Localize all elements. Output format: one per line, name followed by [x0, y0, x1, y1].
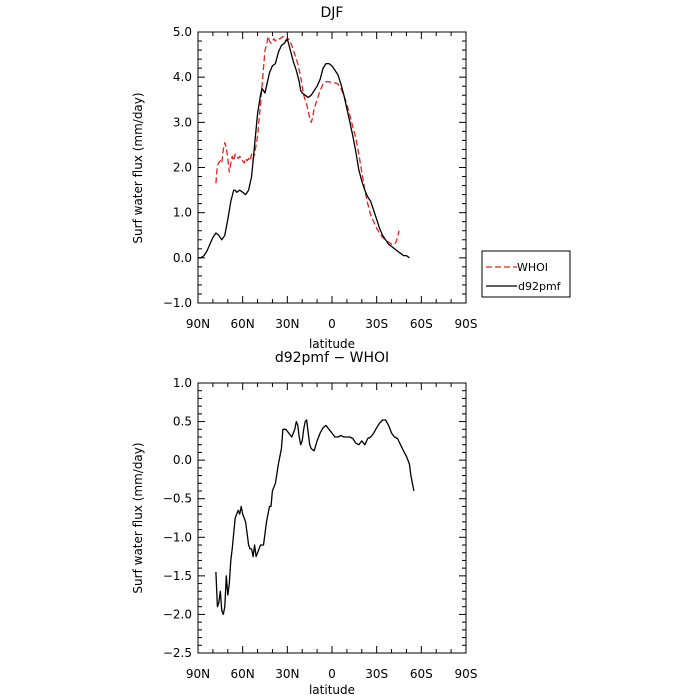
- x-tick-label: 0: [328, 317, 336, 331]
- x-tick-label: 90N: [186, 317, 210, 331]
- series-line-difference: [215, 419, 415, 616]
- x-tick-label: 90S: [455, 667, 478, 681]
- x-tick-label: 60S: [410, 667, 433, 681]
- y-tick-label: −1.5: [163, 569, 192, 583]
- legend-box: [481, 250, 571, 298]
- bottom-panel: d92pmf − WHOI Surf water flux (mm/day) l…: [131, 350, 477, 697]
- x-tick-label: 30S: [365, 317, 388, 331]
- top-chart-title: DJF: [321, 5, 344, 21]
- bottom-y-axis-label: Surf water flux (mm/day): [131, 442, 145, 593]
- x-tick-label: 60N: [231, 317, 255, 331]
- top-y-axis-label: Surf water flux (mm/day): [131, 92, 145, 243]
- y-tick-label: 5.0: [173, 25, 192, 39]
- top-plot-area: 90N 60N 30N 0 30S 60S 90S −1.0 0.0 1.0 2.0 3.0 4.0 5.…: [163, 25, 478, 331]
- legend-label-d92pmf: d92pmf: [518, 280, 562, 293]
- y-tick-label: 0.5: [173, 415, 192, 429]
- plot-frame: [197, 382, 467, 654]
- bottom-plot-area: 90N 60N 30N 0 30S 60S 90S −2.5 −2.0 −1.5 −1.0 −0.5 0…: [163, 376, 478, 681]
- y-tick-label: 3.0: [173, 115, 192, 129]
- y-tick-label: 1.0: [173, 206, 192, 220]
- x-tick-label: 60S: [410, 317, 433, 331]
- top-x-axis-label: latitude: [309, 337, 355, 351]
- series-line-d92pmf: [198, 38, 410, 259]
- x-tick-label: 90N: [186, 667, 210, 681]
- y-tick-label: 1.0: [173, 376, 192, 390]
- y-tick-label: −1.0: [163, 530, 192, 544]
- x-tick-label: 30S: [365, 667, 388, 681]
- x-tick-label: 30N: [275, 667, 299, 681]
- bottom-chart-title: d92pmf − WHOI: [275, 350, 389, 366]
- y-tick-label: −1.0: [163, 296, 192, 310]
- bottom-x-axis-label: latitude: [309, 683, 355, 697]
- y-tick-label: 0.0: [173, 251, 192, 265]
- x-tick-label: 90S: [455, 317, 478, 331]
- y-tick-label: −2.5: [163, 646, 192, 660]
- y-tick-label: 4.0: [173, 70, 192, 84]
- y-tick-label: −0.5: [163, 492, 192, 506]
- top-legend: WHOI d92pmf: [481, 250, 571, 298]
- plot-frame: [197, 31, 467, 304]
- y-tick-label: 2.0: [173, 161, 192, 175]
- top-panel: DJF Surf water flux (mm/day) latitude 90…: [131, 5, 571, 351]
- x-tick-label: 30N: [275, 317, 299, 331]
- y-tick-label: 0.0: [173, 453, 192, 467]
- y-tick-label: −2.0: [163, 607, 192, 621]
- x-tick-label: 0: [328, 667, 336, 681]
- series-line-whoi: [215, 35, 400, 245]
- legend-label-whoi: WHOI: [517, 261, 548, 274]
- x-tick-label: 60N: [231, 667, 255, 681]
